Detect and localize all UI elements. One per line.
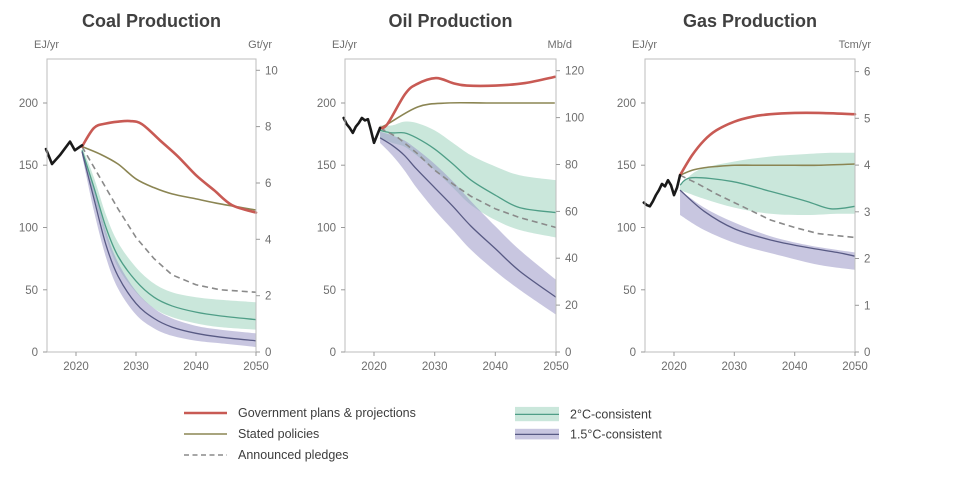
svg-text:6: 6 xyxy=(265,178,271,190)
svg-text:8: 8 xyxy=(265,122,271,134)
svg-text:0: 0 xyxy=(32,347,38,359)
svg-text:100: 100 xyxy=(617,223,636,235)
svg-text:3: 3 xyxy=(864,207,870,219)
svg-text:200: 200 xyxy=(617,98,636,110)
svg-text:2020: 2020 xyxy=(63,361,89,373)
svg-text:100: 100 xyxy=(565,113,584,125)
svg-text:Coal Production: Coal Production xyxy=(82,11,221,31)
svg-text:100: 100 xyxy=(19,223,38,235)
svg-text:1.5°C-consistent: 1.5°C-consistent xyxy=(570,427,662,441)
svg-text:20: 20 xyxy=(565,300,578,312)
svg-text:Tcm/yr: Tcm/yr xyxy=(839,39,872,51)
svg-text:150: 150 xyxy=(19,160,38,172)
svg-text:2020: 2020 xyxy=(361,361,387,373)
svg-text:50: 50 xyxy=(323,285,336,297)
svg-text:2050: 2050 xyxy=(243,361,269,373)
svg-text:200: 200 xyxy=(317,98,336,110)
svg-text:50: 50 xyxy=(623,285,636,297)
svg-text:Stated policies: Stated policies xyxy=(238,427,319,441)
svg-text:2: 2 xyxy=(265,291,271,303)
svg-text:2050: 2050 xyxy=(842,361,868,373)
svg-text:0: 0 xyxy=(565,347,571,359)
svg-text:2030: 2030 xyxy=(722,361,748,373)
svg-text:4: 4 xyxy=(265,234,272,246)
svg-text:2: 2 xyxy=(864,254,870,266)
svg-text:1: 1 xyxy=(864,300,870,312)
svg-text:4: 4 xyxy=(864,160,871,172)
svg-text:Mb/d: Mb/d xyxy=(548,39,572,51)
svg-text:50: 50 xyxy=(25,285,38,297)
svg-text:Oil Production: Oil Production xyxy=(389,11,513,31)
svg-text:120: 120 xyxy=(565,66,584,78)
svg-text:EJ/yr: EJ/yr xyxy=(34,39,59,51)
svg-text:2040: 2040 xyxy=(782,361,808,373)
svg-text:Gt/yr: Gt/yr xyxy=(248,39,272,51)
svg-text:0: 0 xyxy=(265,347,271,359)
svg-text:5: 5 xyxy=(864,113,870,125)
svg-text:2050: 2050 xyxy=(543,361,569,373)
svg-text:80: 80 xyxy=(565,160,578,172)
svg-text:2030: 2030 xyxy=(422,361,448,373)
svg-text:40: 40 xyxy=(565,253,578,265)
svg-text:Gas Production: Gas Production xyxy=(683,11,817,31)
svg-text:EJ/yr: EJ/yr xyxy=(332,39,357,51)
svg-text:Announced pledges: Announced pledges xyxy=(238,448,349,462)
svg-text:150: 150 xyxy=(317,160,336,172)
svg-text:2°C-consistent: 2°C-consistent xyxy=(570,407,652,421)
svg-text:200: 200 xyxy=(19,98,38,110)
svg-text:EJ/yr: EJ/yr xyxy=(632,39,657,51)
svg-text:2030: 2030 xyxy=(123,361,149,373)
svg-text:0: 0 xyxy=(330,347,336,359)
svg-text:6: 6 xyxy=(864,67,870,79)
svg-text:2040: 2040 xyxy=(183,361,209,373)
svg-text:100: 100 xyxy=(317,223,336,235)
svg-text:10: 10 xyxy=(265,65,278,77)
svg-text:60: 60 xyxy=(565,206,578,218)
svg-text:0: 0 xyxy=(864,347,870,359)
svg-text:150: 150 xyxy=(617,160,636,172)
svg-text:Government plans & projections: Government plans & projections xyxy=(238,406,416,420)
svg-text:0: 0 xyxy=(630,347,636,359)
svg-text:2020: 2020 xyxy=(661,361,687,373)
svg-text:2040: 2040 xyxy=(483,361,509,373)
